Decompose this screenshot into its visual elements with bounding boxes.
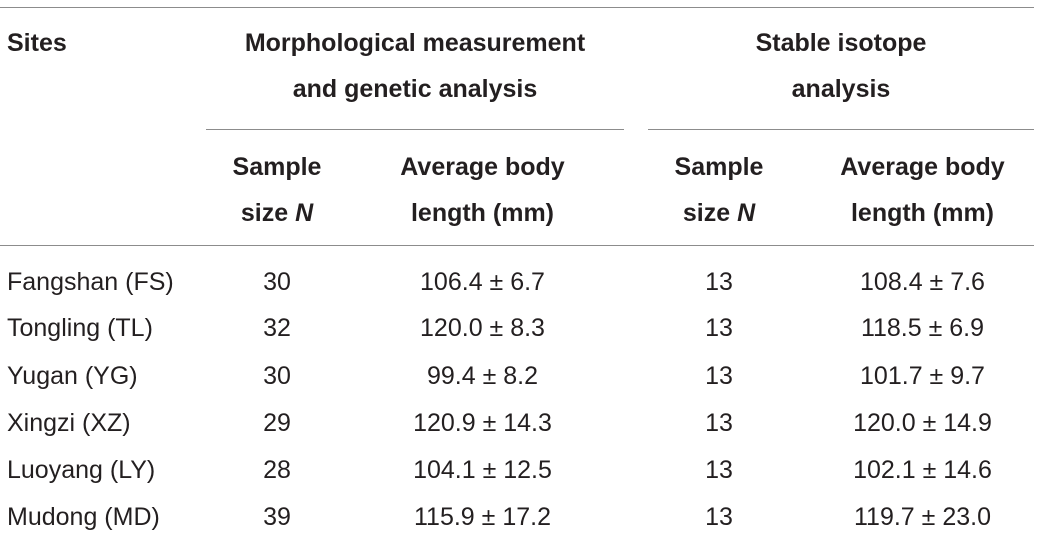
- cell-site: Mudong (MD): [7, 503, 160, 531]
- cell-sample-size-morph: 30: [263, 362, 291, 390]
- cell-site: Yugan (YG): [7, 362, 138, 390]
- subheader-body-length-2-line1: Average body: [840, 153, 1005, 181]
- cell-body-length-isotope: 108.4 ± 7.6: [860, 268, 985, 296]
- cell-sample-size-morph: 28: [263, 456, 291, 484]
- cell-body-length-isotope: 119.7 ± 23.0: [854, 503, 991, 531]
- cell-sample-size-morph: 32: [263, 314, 291, 342]
- cell-sample-size-isotope: 13: [705, 503, 733, 531]
- subheader-body-length-2-line2: length (mm): [850, 199, 995, 227]
- subheader-body-length-1-line2: length (mm): [410, 199, 555, 227]
- cell-body-length-isotope: 120.0 ± 14.9: [853, 409, 992, 437]
- subheader-sample-size-2-line1: Sample: [674, 153, 764, 181]
- cell-sample-size-isotope: 13: [705, 456, 733, 484]
- subheader-sample-size-2-line2: size N: [659, 190, 779, 236]
- cell-sample-size-morph: 29: [263, 409, 291, 437]
- cell-body-length-isotope: 101.7 ± 9.7: [860, 362, 985, 390]
- cell-body-length-morph: 115.9 ± 17.2: [414, 503, 551, 531]
- header-group-isotope: Stable isotope analysis: [648, 20, 1034, 112]
- cell-sample-size-morph: 30: [263, 268, 291, 296]
- subheader-sample-size-1-var: N: [295, 199, 314, 227]
- cell-sample-size-isotope: 13: [705, 409, 733, 437]
- subheader-body-length-1: Average body length (mm): [360, 144, 605, 236]
- subheader-sample-size-1-prefix: size: [240, 199, 296, 227]
- cell-sample-size-morph: 39: [263, 503, 291, 531]
- cell-body-length-morph: 104.1 ± 12.5: [413, 456, 552, 484]
- header-group-morphological: Morphological measurement and genetic an…: [206, 20, 624, 112]
- header-group-morphological-line2: and genetic analysis: [292, 75, 538, 103]
- subheader-sample-size-2-prefix: size: [682, 199, 738, 227]
- header-group-isotope-line1: Stable isotope: [755, 29, 927, 57]
- subheader-sample-size-1-line1: Sample: [232, 153, 322, 181]
- cell-sample-size-isotope: 13: [705, 268, 733, 296]
- cell-body-length-morph: 120.0 ± 8.3: [420, 314, 545, 342]
- cell-body-length-morph: 106.4 ± 6.7: [420, 268, 545, 296]
- subheader-body-length-1-line1: Average body: [400, 153, 565, 181]
- cell-body-length-isotope: 118.5 ± 6.9: [860, 314, 985, 342]
- header-sites: Sites: [7, 29, 67, 57]
- subheader-body-length-2: Average body length (mm): [800, 144, 1040, 236]
- subheader-sample-size-1: Sample size N: [217, 144, 337, 236]
- subheader-sample-size-2-var: N: [737, 199, 756, 227]
- header-group-isotope-line2: analysis: [791, 75, 891, 103]
- header-bottom-rule: [0, 245, 1034, 246]
- cell-site: Xingzi (XZ): [7, 409, 131, 437]
- group2-rule: [648, 129, 1034, 130]
- cell-body-length-morph: 99.4 ± 8.2: [426, 362, 539, 390]
- cell-body-length-morph: 120.9 ± 14.3: [413, 409, 552, 437]
- subheader-sample-size-2: Sample size N: [659, 144, 779, 236]
- header-group-morphological-line1: Morphological measurement: [244, 29, 586, 57]
- cell-site: Tongling (TL): [7, 314, 153, 342]
- group1-rule: [206, 129, 624, 130]
- subheader-sample-size-1-line2: size N: [217, 190, 337, 236]
- cell-site: Luoyang (LY): [7, 456, 156, 484]
- cell-body-length-isotope: 102.1 ± 14.6: [853, 456, 992, 484]
- cell-site: Fangshan (FS): [7, 268, 174, 296]
- cell-sample-size-isotope: 13: [705, 314, 733, 342]
- cell-sample-size-isotope: 13: [705, 362, 733, 390]
- table-top-rule: [0, 7, 1034, 8]
